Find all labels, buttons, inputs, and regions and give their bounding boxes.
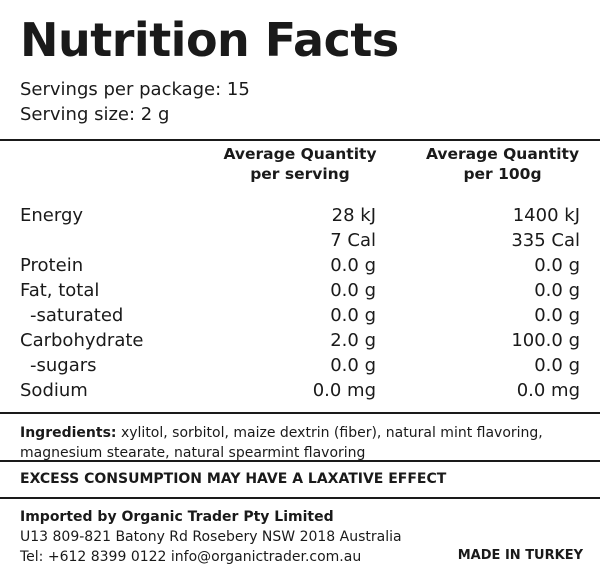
ingredients-text: xylitol, sorbitol, maize dextrin (fiber)… [20,425,543,461]
nutrient-label: Energy [20,205,84,226]
per-100g-value: 0.0 g [534,305,580,326]
nutrient-row: -sugars 0.0 g 0.0 g [0,353,600,378]
per-100g-value: 0.0 g [534,355,580,376]
divider [0,497,600,499]
importer-address: U13 809-821 Batony Rd Rosebery NSW 2018 … [20,529,402,545]
nutrient-row: Energy 28 kJ 1400 kJ [0,203,600,228]
per-serving-value: 28 kJ [331,205,376,226]
nutrient-row: Protein 0.0 g 0.0 g [0,253,600,278]
column-header-line: per 100g [463,165,542,183]
per-serving-value: 0.0 g [330,280,376,301]
ingredients-label: Ingredients: [20,425,117,441]
per-serving-value: 0.0 g [330,255,376,276]
per-100g-value: 0.0 g [534,255,580,276]
column-header-line: Average Quantity [223,145,377,163]
nutrient-label: Sodium [20,380,88,401]
nutrient-label: Protein [20,255,84,276]
panel-title: Nutrition Facts [20,13,399,67]
per-100g-value: 1400 kJ [512,205,580,226]
per-serving-value: 7 Cal [330,230,376,251]
ingredients: Ingredients: xylitol, sorbitol, maize de… [20,423,585,463]
per-serving-value: 2.0 g [330,330,376,351]
per-serving-value: 0.0 mg [312,380,376,401]
divider [0,460,600,462]
country-of-origin: MADE IN TURKEY [457,548,583,563]
column-header-per-100g: Average Quantity per 100g [410,144,595,184]
nutrient-row: Fat, total 0.0 g 0.0 g [0,278,600,303]
servings-per-package: Servings per package: 15 [20,79,250,100]
nutrient-row: -saturated 0.0 g 0.0 g [0,303,600,328]
nutrient-label: -saturated [30,305,124,326]
per-100g-value: 100.0 g [511,330,580,351]
per-100g-value: 0.0 mg [516,380,580,401]
nutrient-row: Sodium 0.0 mg 0.0 mg [0,378,600,403]
column-header-per-serving: Average Quantity per serving [205,144,395,184]
column-header-line: Average Quantity [425,145,580,163]
nutrient-row: Carbohydrate 2.0 g 100.0 g [0,328,600,353]
per-100g-value: 0.0 g [534,280,580,301]
divider [0,139,600,141]
nutrient-label: Fat, total [20,280,100,301]
nutrient-row: 7 Cal 335 Cal [0,228,600,253]
nutrient-label: -sugars [30,355,97,376]
laxative-warning: EXCESS CONSUMPTION MAY HAVE A LAXATIVE E… [20,471,447,487]
per-serving-value: 0.0 g [330,305,376,326]
per-serving-value: 0.0 g [330,355,376,376]
importer-name: Imported by Organic Trader Pty Limited [20,509,334,525]
importer-contact: Tel: +612 8399 0122 info@organictrader.c… [20,549,362,565]
divider [0,412,600,414]
per-100g-value: 335 Cal [511,230,580,251]
column-header-line: per serving [250,165,350,183]
nutrient-label: Carbohydrate [20,330,144,351]
serving-size: Serving size: 2 g [20,104,170,125]
